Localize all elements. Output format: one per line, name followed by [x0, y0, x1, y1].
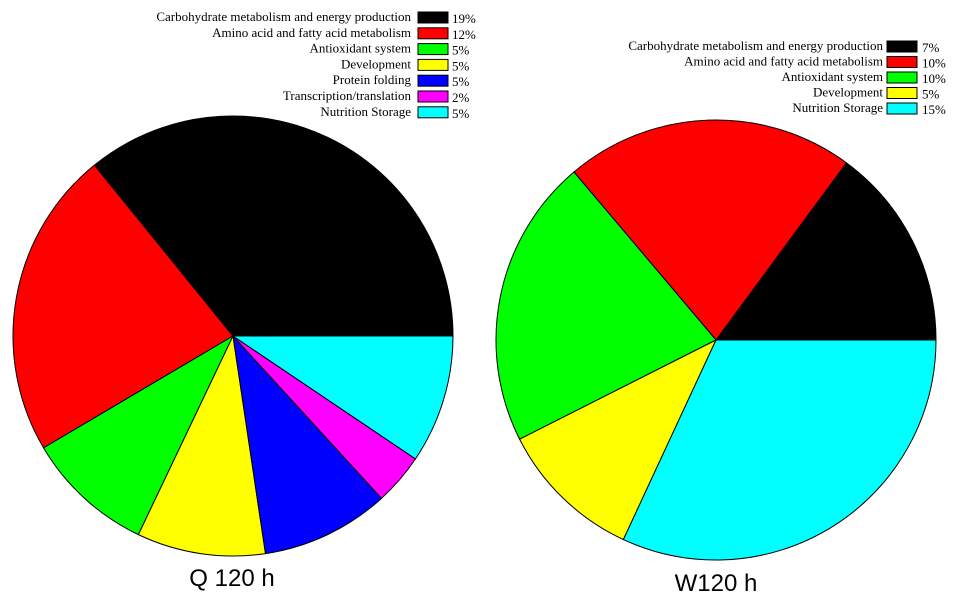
legend-percent-protein-folding: 5% — [452, 74, 470, 89]
legend-percent-carbohydrate-metabolism-and-energy-production: 7% — [922, 40, 940, 55]
pie-slice-antioxidant-system — [42, 334, 235, 536]
legend-label-transcription-translation: Transcription/translation — [283, 88, 412, 103]
legend-w120h: Carbohydrate metabolism and energy produ… — [628, 38, 946, 117]
legend-swatch-antioxidant-system — [417, 43, 449, 56]
legend-swatch-transcription-translation — [417, 90, 449, 103]
legend-percent-nutrition-storage: 5% — [452, 106, 470, 121]
pie-slice-carbohydrate-metabolism-and-energy-production — [715, 162, 937, 341]
legend-swatch-amino-acid-and-fatty-acid-metabolism — [886, 56, 918, 68]
legend-label-carbohydrate-metabolism-and-energy-production: Carbohydrate metabolism and energy produ… — [156, 9, 411, 24]
pie-slices-q120h — [12, 115, 454, 557]
legend-label-development: Development — [813, 85, 883, 100]
pie-slice-nutrition-storage — [231, 335, 454, 460]
legend-swatch-protein-folding — [417, 74, 449, 87]
legend-swatch-nutrition-storage — [886, 102, 918, 115]
pie-slice-antioxidant-system — [495, 171, 717, 440]
pie-slice-amino-acid-and-fatty-acid-metabolism — [12, 164, 234, 449]
legend-label-development: Development — [341, 56, 411, 71]
pie-slice-carbohydrate-metabolism-and-energy-production — [93, 115, 454, 337]
legend-label-carbohydrate-metabolism-and-energy-production: Carbohydrate metabolism and energy produ… — [628, 38, 883, 53]
legend-swatch-antioxidant-system — [886, 71, 918, 84]
legend-percent-development: 5% — [922, 87, 940, 102]
legend-swatch-development — [417, 58, 449, 71]
legend-label-amino-acid-and-fatty-acid-metabolism: Amino acid and fatty acid metabolism — [212, 25, 411, 40]
chart-label-q120h: Q 120 h — [189, 565, 274, 592]
pie-slice-development — [137, 334, 267, 557]
legend-percent-development: 5% — [452, 58, 470, 73]
legend-swatch-carbohydrate-metabolism-and-energy-production — [417, 11, 449, 24]
legend-percent-amino-acid-and-fatty-acid-metabolism: 10% — [922, 56, 946, 71]
legend-label-antioxidant-system: Antioxidant system — [782, 69, 883, 84]
pie-slice-nutrition-storage — [622, 339, 937, 561]
legend-percent-nutrition-storage: 15% — [922, 102, 946, 117]
pie-chart-w120h: Carbohydrate metabolism and energy produ… — [495, 38, 946, 595]
legend-label-nutrition-storage: Nutrition Storage — [792, 100, 883, 115]
legend-label-protein-folding: Protein folding — [333, 72, 412, 87]
legend-swatch-development — [886, 87, 918, 99]
legend-percent-transcription-translation: 2% — [452, 90, 470, 105]
legend-swatch-amino-acid-and-fatty-acid-metabolism — [417, 27, 449, 40]
pie-slices-w120h — [495, 119, 937, 561]
legend-percent-antioxidant-system: 10% — [922, 71, 946, 86]
legend-percent-amino-acid-and-fatty-acid-metabolism: 12% — [452, 27, 476, 42]
legend-swatch-nutrition-storage — [417, 106, 449, 119]
legend-q120h: Carbohydrate metabolism and energy produ… — [156, 9, 476, 121]
legend-swatch-carbohydrate-metabolism-and-energy-production — [886, 40, 918, 53]
legend-percent-carbohydrate-metabolism-and-energy-production: 19% — [452, 11, 476, 26]
chart-label-w120h: W120 h — [675, 570, 758, 595]
legend-label-antioxidant-system: Antioxidant system — [310, 41, 411, 56]
pie-slice-protein-folding — [232, 334, 383, 555]
pie-chart-q120h: Carbohydrate metabolism and energy produ… — [12, 9, 476, 592]
legend-label-amino-acid-and-fatty-acid-metabolism: Amino acid and fatty acid metabolism — [684, 54, 883, 69]
pie-slice-amino-acid-and-fatty-acid-metabolism — [573, 119, 848, 341]
legend-label-nutrition-storage: Nutrition Storage — [320, 104, 411, 119]
legend-percent-antioxidant-system: 5% — [452, 43, 470, 58]
pie-slice-development — [518, 338, 718, 541]
